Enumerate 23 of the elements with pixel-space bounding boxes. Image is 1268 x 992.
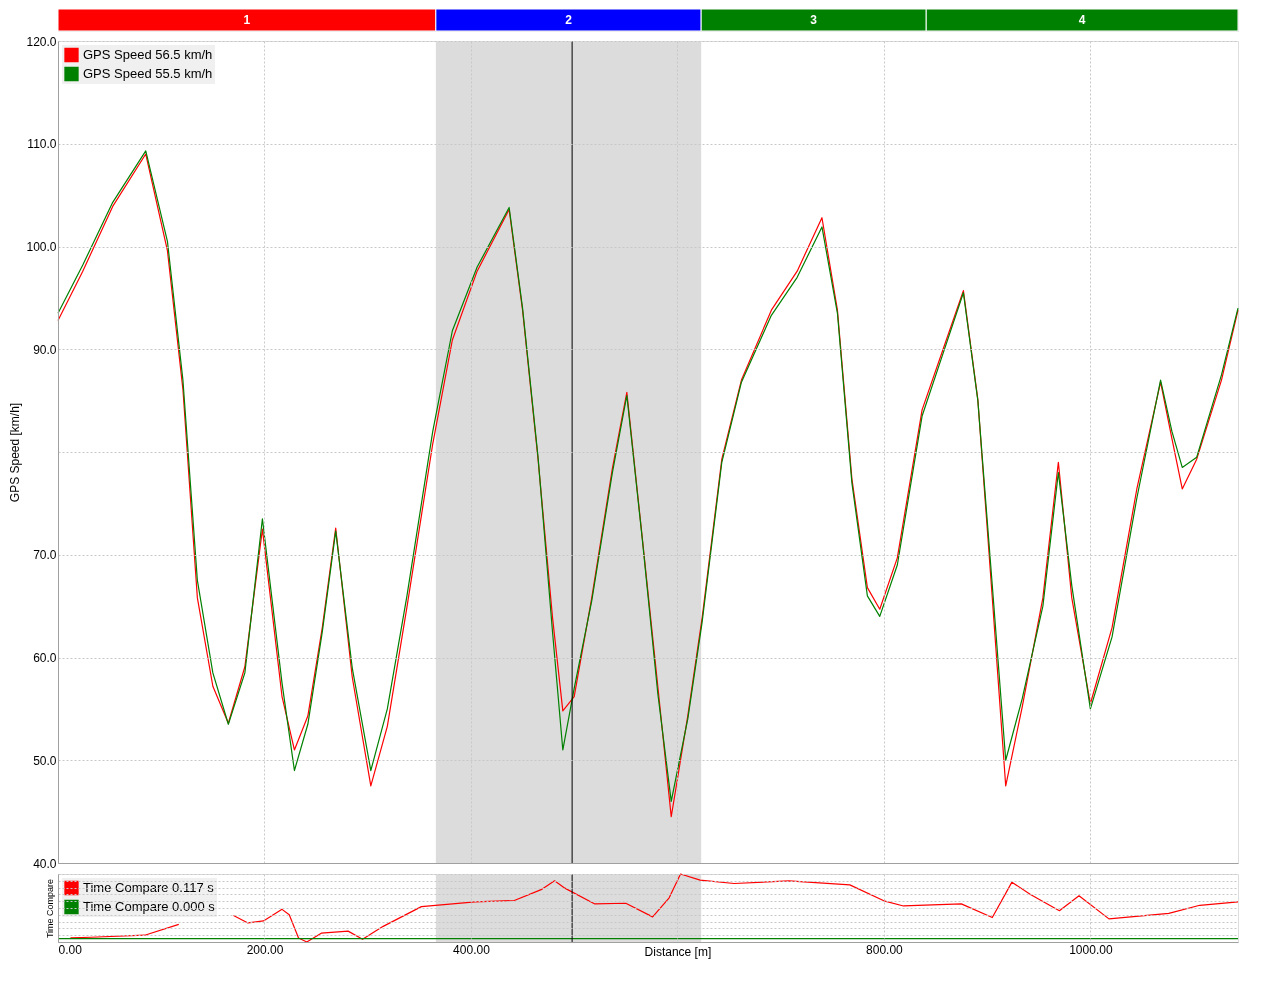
- series-label: 2: [565, 13, 573, 27]
- series-label: 3: [810, 13, 818, 27]
- y-tick-label: 40.0: [33, 856, 57, 871]
- y-axis-title: Time Compare: [44, 878, 55, 939]
- y-tick-label: 90.0: [33, 342, 57, 357]
- x-tick-label: 400.00: [453, 942, 491, 957]
- legend-label: GPS Speed 56.5 km/h: [83, 47, 213, 62]
- y-tick-label: 100.0: [26, 240, 57, 254]
- x-tick-label: 800.00: [866, 942, 904, 957]
- x-tick-label: 1000.00: [1069, 942, 1113, 957]
- y-tick-label: 50.0: [33, 753, 57, 768]
- x-tick-label: 0.00: [58, 942, 83, 957]
- x-axis-title: Distance [m]: [644, 944, 712, 959]
- legend-label: Time Compare 0.000 s: [83, 899, 216, 914]
- y-tick-label: 120.0: [26, 34, 57, 49]
- series-label: 4: [1078, 13, 1086, 27]
- y-axis-title: GPS Speed [km/h]: [8, 402, 23, 503]
- y-tick-label: 110.0: [27, 137, 57, 152]
- y-tick-label: 70.0: [33, 548, 57, 563]
- series-label: 1: [243, 13, 251, 27]
- x-tick-label: 200.00: [246, 942, 284, 957]
- y-tick-label: 60.0: [33, 651, 57, 665]
- legend-label: GPS Speed 55.5 km/h: [83, 66, 213, 81]
